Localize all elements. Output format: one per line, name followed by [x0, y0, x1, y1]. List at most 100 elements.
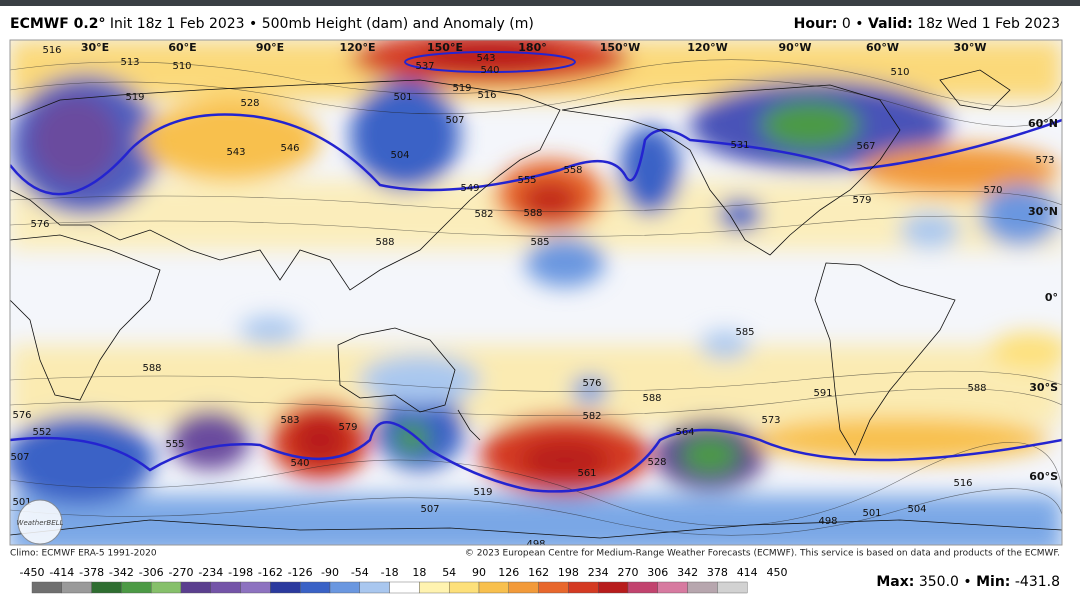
colorbar-tick-label: -270 [169, 566, 194, 579]
colorbar-tick-label: 54 [442, 566, 456, 579]
latitude-labels: 60°N 30°N 0° 30°S 60°S [1028, 117, 1058, 483]
colorbar-tick-label: -18 [381, 566, 399, 579]
contour-label: 588 [523, 208, 542, 219]
longitude-labels: 30°E 60°E 90°E 120°E 150°E 180° 150°W 120°W 90°W… [81, 41, 987, 54]
map-frame [9, 39, 1063, 546]
model: ECMWF 0.2° [10, 16, 105, 32]
colorbar-swatch [717, 581, 748, 594]
contour-label: 504 [907, 504, 926, 515]
longitude-label: 150°W [600, 41, 641, 54]
height-540-south [10, 421, 1062, 493]
colorbar-swatch [598, 581, 629, 594]
colorbar-tick-label: -126 [288, 566, 313, 579]
longitude-label: 90°E [256, 41, 284, 54]
hour-label: Hour: [794, 16, 838, 32]
contour-label: 507 [10, 452, 29, 463]
contour-label: 552 [32, 427, 51, 438]
colorbar-tick-label: 270 [618, 566, 639, 579]
colorbar-swatch [240, 581, 271, 594]
contour-label: 591 [813, 388, 832, 399]
contour-label: 570 [983, 185, 1002, 196]
contour-label: 555 [165, 439, 184, 450]
contours [10, 59, 1062, 536]
longitude-label: 150°E [427, 41, 463, 54]
colorbar-swatch [91, 581, 122, 594]
colorbar-swatch [210, 581, 241, 594]
contour-label: 504 [390, 150, 409, 161]
colorbar-tick-label: 450 [767, 566, 788, 579]
colorbar-tick-label: 126 [498, 566, 519, 579]
colorbar-swatch [329, 581, 360, 594]
contour-label: 519 [125, 92, 144, 103]
top-bar [0, 0, 1080, 6]
min-label: Min: [976, 574, 1010, 590]
colorbar-swatch [687, 581, 718, 594]
colorbar-swatch [300, 581, 331, 594]
description: Init 18z 1 Feb 2023 • 500mb Height (dam)… [110, 16, 534, 32]
contour-label: 501 [12, 497, 31, 508]
contour-label: 498 [818, 516, 837, 527]
colorbar-swatch [359, 581, 390, 594]
contour-label: 573 [761, 415, 780, 426]
map: 516 513 510 519 528 543 546 501 504 507 519 516 549 5… [10, 40, 1062, 550]
contour-label: 546 [280, 143, 299, 154]
longitude-label: 30°W [954, 41, 987, 54]
anomaly-field [10, 40, 1062, 545]
contour-label: 507 [420, 504, 439, 515]
contour-label: 576 [582, 378, 601, 389]
contour-label: 516 [953, 478, 972, 489]
hour: 0 [842, 16, 851, 32]
contour-label: 585 [735, 327, 754, 338]
contour-label: 531 [730, 140, 749, 151]
contour-labels: 516 513 510 519 528 543 546 501 504 507 519 516 549 5… [10, 45, 1054, 550]
colorbar-swatch [568, 581, 599, 594]
latitude-label: 0° [1045, 291, 1058, 304]
contour-label: 579 [338, 422, 357, 433]
contour-label: 516 [42, 45, 61, 56]
colorbar-swatch [180, 581, 211, 594]
contour-label: 519 [473, 487, 492, 498]
colorbar-swatch [270, 581, 301, 594]
contour-label: 537 [415, 61, 434, 72]
header-right: Hour: 0 • Valid: 18z Wed 1 Feb 2023 [794, 16, 1060, 32]
colorbar-swatch [61, 581, 92, 594]
colorbar-tick-label: 414 [737, 566, 758, 579]
logo: WeatherBELL [17, 499, 64, 545]
contour-label: 510 [890, 67, 909, 78]
contour-label: 510 [172, 61, 191, 72]
coastlines [10, 69, 1062, 539]
colorbar-swatch [419, 581, 450, 594]
latitude-label: 30°N [1028, 205, 1058, 218]
colorbar-tick-label: -90 [321, 566, 339, 579]
colorbar-tick-label: -162 [258, 566, 283, 579]
max-label: Max: [876, 574, 914, 590]
contour-label: 543 [226, 147, 245, 158]
colorbar-swatch [449, 581, 480, 594]
contour-label: 579 [852, 195, 871, 206]
colorbar-tick-label: -198 [228, 566, 253, 579]
colorbar-swatch [627, 581, 658, 594]
colorbar-swatch [508, 581, 539, 594]
longitude-label: 120°E [340, 41, 376, 54]
contour-label: 573 [1035, 155, 1054, 166]
contour-label: 498 [526, 539, 545, 550]
contour-label: 585 [530, 237, 549, 248]
contour-label: 582 [582, 411, 601, 422]
contour-label: 501 [862, 508, 881, 519]
logo-text: WeatherBELL [17, 519, 64, 527]
colorbar-tick-label: 378 [707, 566, 728, 579]
longitude-label: 60°E [168, 41, 196, 54]
contour-label: 501 [393, 92, 412, 103]
contour-label: 588 [375, 237, 394, 248]
contour-label: 528 [240, 98, 259, 109]
colorbar-swatch [150, 581, 182, 594]
contour-label: 558 [563, 165, 582, 176]
colorbar-tick-label: 234 [588, 566, 609, 579]
contour-label: 588 [642, 393, 661, 404]
height-537-ring [404, 51, 576, 73]
contour-label: 567 [856, 141, 875, 152]
colorbar-tick-label: -234 [198, 566, 223, 579]
colorbar-tick-label: 306 [647, 566, 668, 579]
longitude-label: 120°W [687, 41, 728, 54]
